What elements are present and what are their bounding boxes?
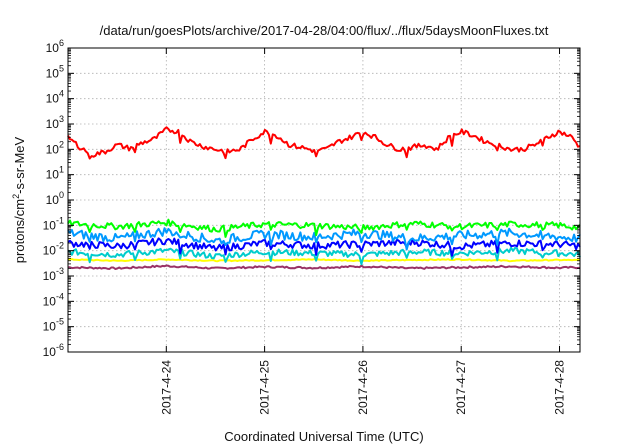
series-line <box>68 264 581 270</box>
y-axis-title-base: protons/cm <box>12 199 27 263</box>
series-line <box>67 246 581 266</box>
x-tick-label: 2017-4-27 <box>454 360 468 415</box>
y-tick-label: 10-5 <box>43 317 64 334</box>
series-line <box>67 126 581 160</box>
y-axis: 106 105 104 103 102 101 100 10-1 10-2 10-3 10-4 10-… <box>43 38 580 359</box>
y-tick-label: 103 <box>46 114 64 131</box>
series-line <box>67 258 581 263</box>
x-tick-label: 2017-4-26 <box>356 360 370 415</box>
y-tick-label: 101 <box>46 165 64 182</box>
y-tick-label: 100 <box>46 190 64 207</box>
x-tick-label: 2017-4-24 <box>159 360 173 415</box>
y-axis-title-sup: 2 <box>11 194 21 199</box>
series-line <box>67 227 581 251</box>
x-axis: 2017-4-24 2017-4-25 2017-4-26 2017-4-27 2017… <box>159 48 567 415</box>
y-tick-label: 106 <box>46 38 64 55</box>
series-group <box>67 126 581 270</box>
y-tick-label: 10-3 <box>43 266 64 283</box>
x-tick-label: 2017-4-28 <box>553 360 567 415</box>
y-tick-label: 10-2 <box>43 241 64 258</box>
series-line <box>67 218 581 238</box>
series-line <box>67 237 581 257</box>
y-tick-label: 102 <box>46 139 64 156</box>
y-axis-title: protons/cm2-s-sr-MeV <box>11 136 27 263</box>
grid <box>68 48 580 352</box>
x-axis-title: Coordinated Universal Time (UTC) <box>224 429 423 444</box>
chart-title: /data/run/goesPlots/archive/2017-04-28/0… <box>100 23 549 38</box>
y-tick-label: 105 <box>46 63 64 80</box>
y-tick-label: 10-1 <box>43 215 64 232</box>
y-tick-label: 10-4 <box>43 291 64 308</box>
x-tick-label: 2017-4-25 <box>258 360 272 415</box>
y-tick-label: 104 <box>46 89 64 106</box>
y-axis-title-rest: -s-sr-MeV <box>12 136 27 193</box>
y-tick-label: 10-6 <box>43 342 64 359</box>
